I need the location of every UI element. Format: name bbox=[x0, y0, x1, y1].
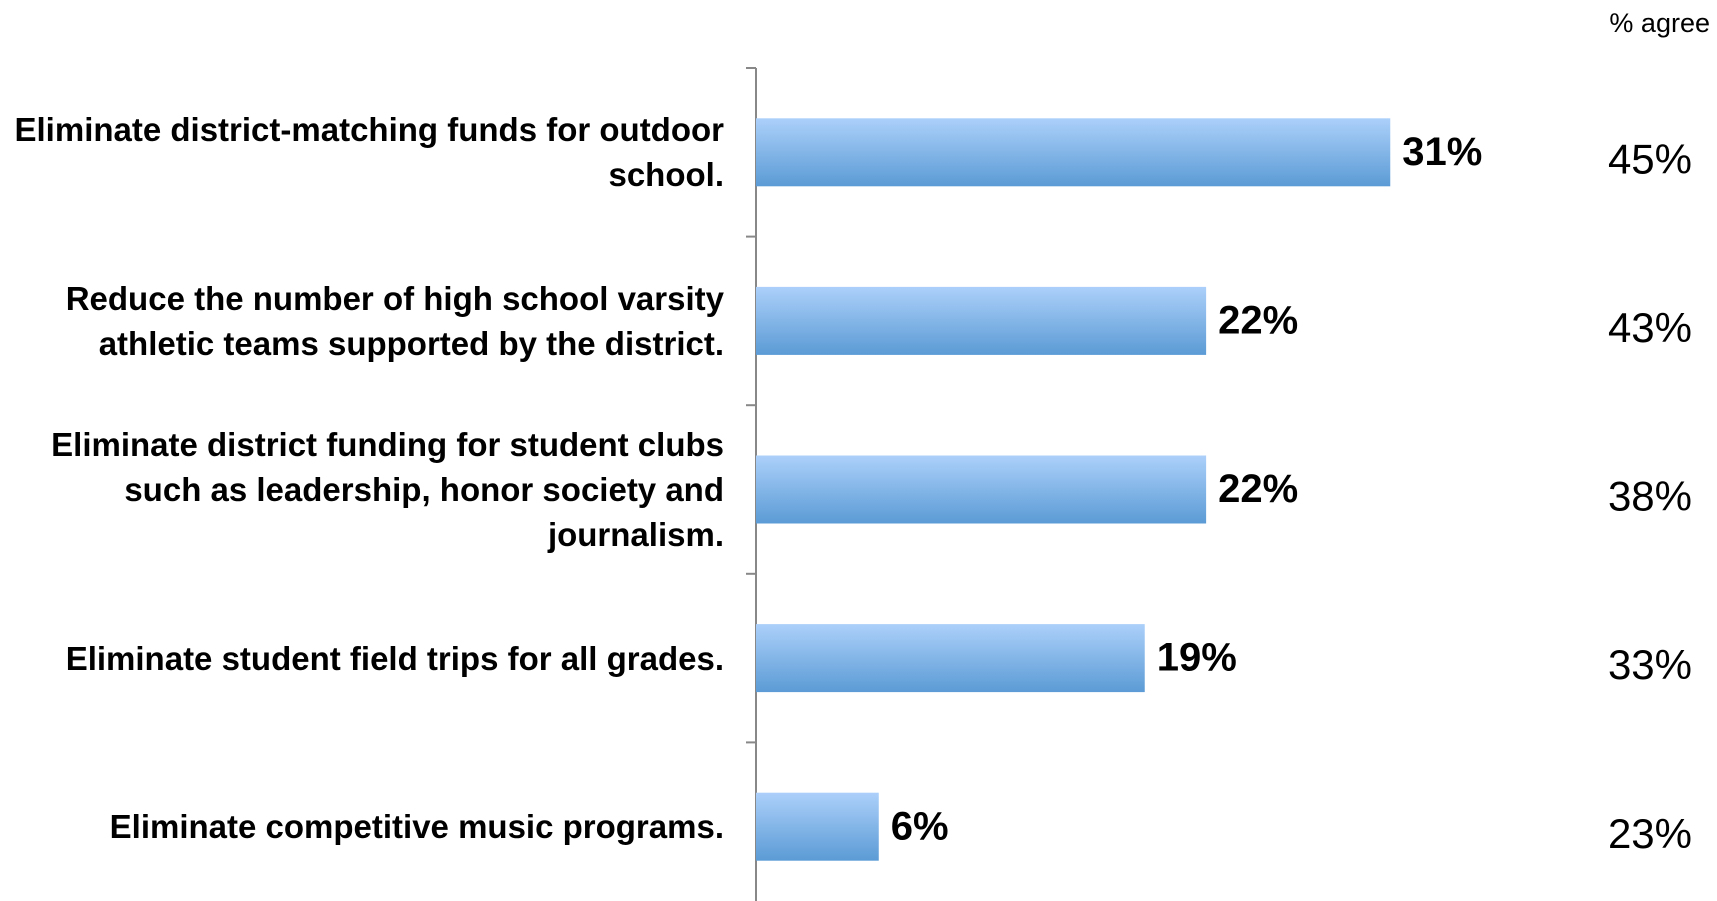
bar bbox=[756, 118, 1391, 187]
category-label: Eliminate district funding for student c… bbox=[51, 426, 724, 553]
bar bbox=[756, 792, 879, 861]
agree-value: 33% bbox=[1608, 641, 1692, 688]
agree-value: 43% bbox=[1608, 304, 1692, 351]
category-label: Reduce the number of high school varsity… bbox=[65, 279, 724, 362]
value-label: 22% bbox=[1218, 298, 1298, 342]
category-label: Eliminate competitive music programs. bbox=[109, 808, 724, 846]
value-label: 22% bbox=[1218, 467, 1298, 511]
agree-value: 45% bbox=[1608, 135, 1692, 182]
category-label: Eliminate student field trips for all gr… bbox=[65, 639, 724, 677]
bar bbox=[756, 455, 1207, 524]
category-label: Eliminate district-matching funds for ou… bbox=[14, 111, 725, 194]
bar bbox=[756, 286, 1207, 355]
value-label: 19% bbox=[1157, 636, 1237, 680]
agree-value: 23% bbox=[1608, 810, 1692, 857]
value-label: 31% bbox=[1402, 130, 1482, 174]
bar bbox=[756, 624, 1145, 693]
value-label: 6% bbox=[891, 804, 949, 848]
agree-value: 38% bbox=[1608, 473, 1692, 520]
agree-header: % agree bbox=[1609, 8, 1710, 38]
